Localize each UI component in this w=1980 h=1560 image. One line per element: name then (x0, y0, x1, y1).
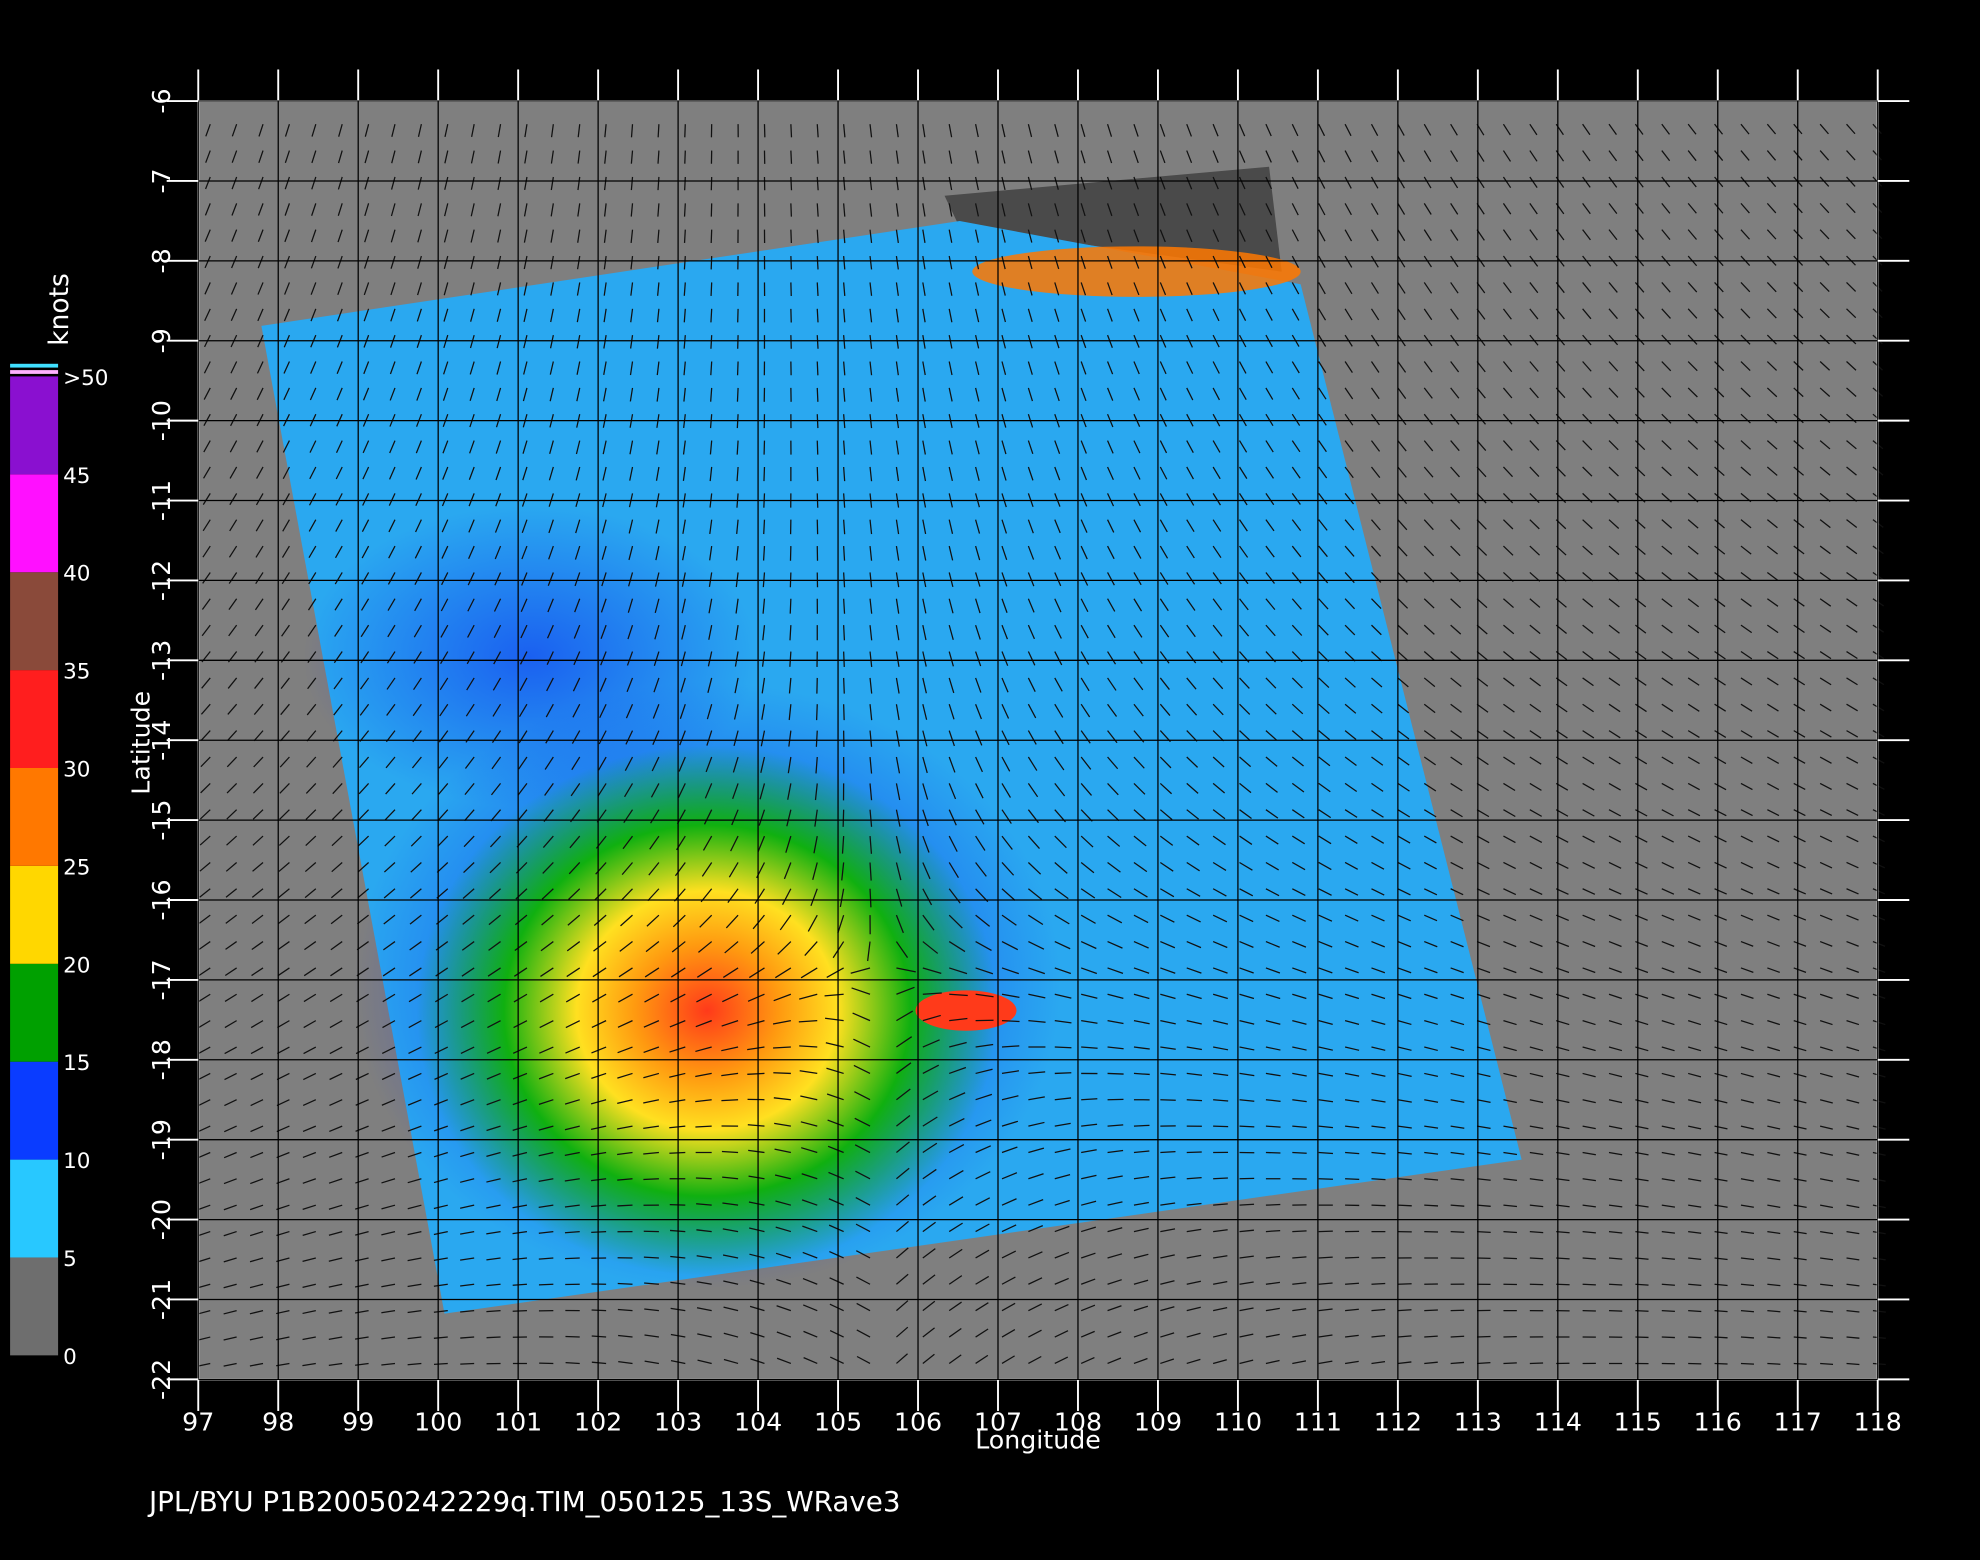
x-tick-label: 104 (734, 1408, 782, 1437)
y-tick-label: -18 (147, 1039, 176, 1080)
colorbar-cap (10, 363, 59, 368)
colorbar-tick-label: 35 (63, 660, 90, 685)
x-tick-label: 112 (1374, 1408, 1422, 1437)
x-tick-label: 113 (1454, 1408, 1502, 1437)
x-tick-label: 106 (894, 1408, 942, 1437)
axes: 97 98 99 100 101 102 103 104 105 106 107 108 109 110 1… (147, 69, 1910, 1437)
colorbar-tick-label: >50 (63, 366, 108, 391)
y-tick-label: -13 (147, 640, 176, 681)
y-tick-label: -6 (147, 88, 176, 113)
colorbar-tick-label: 40 (63, 562, 90, 587)
wind-core (915, 990, 1017, 1031)
y-tick-label: -19 (147, 1119, 176, 1160)
colorbar-segment (10, 1061, 59, 1160)
colorbar-tick-label: 10 (63, 1149, 90, 1174)
x-tick-label: 103 (654, 1408, 702, 1437)
x-tick-label: 102 (574, 1408, 622, 1437)
colorbar-segment (10, 670, 59, 768)
land-mask (944, 166, 1282, 272)
colorbar-tick-label: 5 (63, 1247, 77, 1272)
x-tick-label: 111 (1294, 1408, 1342, 1437)
x-tick-label: 108 (1054, 1408, 1102, 1437)
colorbar-segment (10, 768, 59, 866)
colorbar-tick-label: 15 (63, 1051, 90, 1076)
x-tick-label: 105 (814, 1408, 862, 1437)
x-tick-label: 115 (1614, 1408, 1662, 1437)
colorbar-tick-label: 25 (63, 855, 90, 880)
x-tick-label: 97 (182, 1408, 214, 1437)
colorbar-segment (10, 376, 59, 475)
colorbar: 0 5 10 15 20 25 30 35 40 45 >50 (10, 366, 108, 1370)
colorbar-tick-label: 30 (63, 758, 90, 783)
x-tick-label: 100 (414, 1408, 462, 1437)
x-tick-label: 107 (974, 1408, 1022, 1437)
x-tick-label: 101 (494, 1408, 542, 1437)
x-tick-label: 118 (1854, 1408, 1902, 1437)
x-tick-label: 99 (342, 1408, 374, 1437)
x-tick-label: 109 (1134, 1408, 1182, 1437)
colorbar-tick-label: 20 (63, 953, 90, 978)
y-tick-label: -16 (147, 879, 176, 920)
colorbar-segment (10, 572, 59, 671)
y-tick-label: -15 (147, 799, 176, 840)
y-tick-label: -21 (147, 1279, 176, 1320)
x-axis-label: Longitude (975, 1425, 1101, 1454)
y-tick-label: -22 (147, 1359, 176, 1400)
y-tick-label: -10 (147, 400, 176, 441)
x-tick-label: 116 (1694, 1408, 1742, 1437)
y-tick-label: -12 (147, 560, 176, 601)
y-tick-label: -20 (147, 1199, 176, 1240)
y-tick-label: -11 (147, 480, 176, 521)
colorbar-cap (10, 370, 59, 374)
x-tick-label: 98 (262, 1408, 294, 1437)
y-tick-label: -8 (147, 248, 176, 273)
y-tick-label: -9 (147, 328, 176, 353)
y-tick-label: -14 (147, 720, 176, 761)
colorbar-segment (10, 1159, 59, 1258)
colorbar-segment (10, 1257, 59, 1356)
x-tick-label: 114 (1534, 1408, 1582, 1437)
x-tick-label: 110 (1214, 1408, 1262, 1437)
footer: JPL/BYU P1B20050242229q.TIM_050125_13S_W… (147, 1485, 901, 1518)
colorbar-segment (10, 474, 59, 573)
colorbar-tick-label: 0 (63, 1345, 77, 1370)
colorbar-title: knots (44, 273, 75, 346)
colorbar-segment (10, 865, 59, 964)
y-tick-label: -17 (147, 959, 176, 1000)
x-tick-label: 117 (1774, 1408, 1822, 1437)
y-tick-label: -7 (147, 168, 176, 193)
y-axis-label: Latitude (127, 691, 156, 795)
wind-core (972, 246, 1301, 297)
colorbar-tick-label: 45 (63, 464, 90, 489)
cyclone (416, 745, 998, 1276)
colorbar-segment (10, 963, 59, 1062)
